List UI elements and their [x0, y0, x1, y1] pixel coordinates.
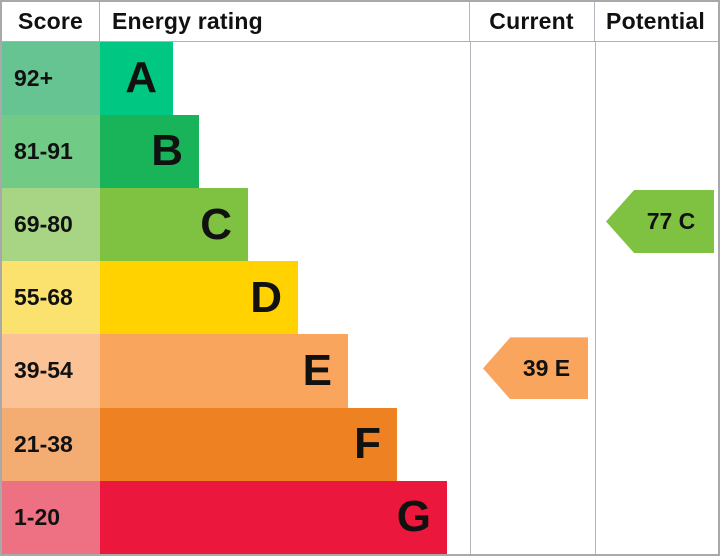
- band-letter: E: [302, 345, 332, 395]
- potential-column-cell: [595, 407, 718, 481]
- current-rating-arrow: 39 E: [483, 337, 588, 400]
- current-column-cell: [470, 407, 595, 481]
- header-current: Current: [468, 2, 594, 41]
- band-score-range: 21-38: [2, 407, 100, 481]
- band-bar-area: E: [100, 334, 470, 408]
- potential-column-cell: [595, 114, 718, 188]
- potential-column-cell: [595, 334, 718, 408]
- band-row-f: 21-38 F: [2, 407, 718, 481]
- band-score-range: 55-68: [2, 261, 100, 335]
- potential-column-cell: [595, 480, 718, 554]
- header-score: Score: [2, 2, 100, 41]
- band-bar-area: G: [100, 480, 470, 554]
- band-bar-area: A: [100, 41, 470, 115]
- band-score-range: 92+: [2, 41, 100, 115]
- band-score-range: 39-54: [2, 334, 100, 408]
- band-bar: E: [100, 334, 348, 408]
- band-letter: C: [200, 199, 232, 249]
- band-letter: D: [250, 272, 282, 322]
- current-column-cell: [470, 480, 595, 554]
- band-bar: C: [100, 187, 248, 262]
- band-row-g: 1-20 G: [2, 480, 718, 554]
- header-energy-rating: Energy rating: [112, 7, 263, 34]
- current-column-cell: [470, 41, 595, 115]
- band-score-range: 81-91: [2, 114, 100, 188]
- band-score-range: 1-20: [2, 480, 100, 554]
- band-letter: A: [125, 53, 157, 103]
- band-bar: F: [100, 407, 397, 481]
- band-row-d: 55-68 D: [2, 261, 718, 335]
- potential-column-cell: 77 C: [595, 187, 718, 262]
- band-rows: 92+ A 81-91 B 69-80 C: [2, 41, 718, 554]
- potential-column-cell: [595, 41, 718, 115]
- potential-rating-value: 77 C: [646, 207, 696, 234]
- potential-column-cell: [595, 261, 718, 335]
- band-row-e: 39-54 E 39 E: [2, 334, 718, 408]
- band-score-range: 69-80: [2, 187, 100, 262]
- current-column-cell: [470, 114, 595, 188]
- potential-rating-arrow: 77 C: [606, 189, 714, 253]
- band-letter: G: [396, 492, 431, 542]
- header-potential: Potential: [593, 2, 717, 41]
- chart-header: Score Energy rating Current Potential: [2, 2, 718, 42]
- band-bar: G: [100, 480, 447, 554]
- current-column-cell: [470, 261, 595, 335]
- band-bar: A: [100, 41, 173, 115]
- band-row-b: 81-91 B: [2, 114, 718, 188]
- band-row-a: 92+ A: [2, 41, 718, 115]
- band-letter: F: [354, 419, 381, 469]
- band-bar: B: [100, 114, 199, 188]
- current-rating-value: 39 E: [522, 354, 571, 381]
- current-column-cell: [470, 187, 595, 262]
- band-bar-area: B: [100, 114, 470, 188]
- band-bar-area: D: [100, 261, 470, 335]
- band-bar: D: [100, 261, 298, 335]
- band-letter: B: [151, 126, 183, 176]
- band-row-c: 69-80 C 77 C: [2, 187, 718, 262]
- band-bar-area: C: [100, 187, 470, 262]
- band-bar-area: F: [100, 407, 470, 481]
- current-column-cell: 39 E: [470, 334, 595, 408]
